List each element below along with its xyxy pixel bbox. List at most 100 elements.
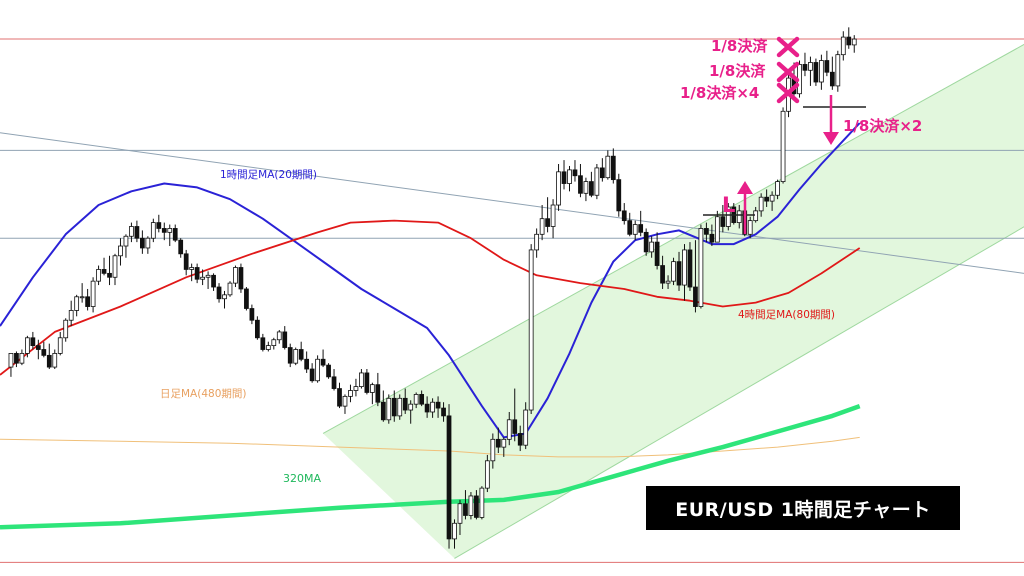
candle-body bbox=[605, 155, 611, 179]
candle-body bbox=[709, 233, 715, 243]
ma-line bbox=[0, 436, 860, 458]
candle-body bbox=[222, 294, 227, 300]
ma-line bbox=[0, 403, 861, 530]
candle-body bbox=[19, 353, 25, 364]
candle-body bbox=[753, 210, 759, 222]
candle-body bbox=[90, 280, 96, 307]
candle-body bbox=[397, 397, 403, 417]
trend-channel bbox=[323, 44, 1024, 559]
ma-line bbox=[0, 219, 861, 376]
candle-body bbox=[534, 233, 540, 251]
candle-body bbox=[391, 397, 397, 417]
candle-body bbox=[851, 38, 857, 46]
candle-body bbox=[211, 274, 216, 288]
close-x-icon bbox=[776, 82, 800, 104]
ma320-label: 320MA bbox=[283, 472, 321, 485]
candle-body bbox=[512, 419, 518, 434]
candle-body bbox=[835, 54, 841, 87]
candle-body bbox=[156, 222, 162, 229]
candle-body bbox=[140, 237, 145, 249]
ma80-label: 4時間足MA(80期間) bbox=[738, 309, 835, 321]
candle-body bbox=[227, 282, 233, 296]
candle-body bbox=[523, 409, 529, 446]
candle-body bbox=[413, 394, 419, 405]
exit-arrow-icon bbox=[823, 132, 839, 145]
candle-body bbox=[495, 438, 501, 448]
candle-body bbox=[402, 397, 408, 411]
candle-body bbox=[567, 169, 572, 184]
candle-body bbox=[545, 218, 550, 227]
candle-body bbox=[539, 218, 545, 235]
candle-body bbox=[714, 216, 720, 243]
candle-body bbox=[578, 175, 583, 194]
candle-body bbox=[298, 349, 304, 360]
close-x-icon bbox=[776, 36, 800, 58]
candle-body bbox=[769, 194, 775, 202]
candle-body bbox=[293, 349, 299, 364]
trend-line bbox=[0, 132, 1024, 274]
candle-body bbox=[112, 255, 118, 278]
candle-body bbox=[107, 272, 112, 278]
candle-body bbox=[671, 261, 676, 282]
close-x-icon bbox=[776, 61, 800, 83]
candle-body bbox=[736, 210, 742, 223]
candle-body bbox=[271, 339, 277, 346]
candle-body bbox=[589, 181, 594, 196]
candle-body bbox=[375, 384, 381, 403]
candle-body bbox=[501, 438, 507, 448]
candle-body bbox=[649, 241, 655, 253]
candle-body bbox=[457, 503, 463, 524]
candle-body bbox=[621, 210, 627, 222]
candle-body bbox=[660, 265, 665, 284]
candle-body bbox=[30, 337, 36, 346]
candle-body bbox=[802, 64, 808, 71]
entry-arrow-icon bbox=[737, 181, 753, 194]
candle-body bbox=[676, 261, 682, 286]
channel-lower-line bbox=[454, 226, 1024, 559]
candle-body bbox=[178, 239, 184, 255]
candle-body bbox=[484, 460, 490, 489]
candle-body bbox=[200, 276, 205, 280]
candle-body bbox=[506, 419, 512, 440]
entry-label: L bbox=[722, 193, 735, 217]
candle-body bbox=[145, 237, 151, 249]
candle-body bbox=[189, 267, 195, 270]
candle-body bbox=[79, 296, 85, 299]
candle-body bbox=[194, 267, 200, 280]
candle-body bbox=[840, 36, 846, 56]
candle-body bbox=[572, 169, 578, 177]
candle-body bbox=[68, 310, 74, 321]
candle-body bbox=[129, 226, 134, 237]
chart-title: EUR/USD 1時間足チャート bbox=[646, 486, 960, 530]
candle-body bbox=[96, 269, 101, 282]
candle-body bbox=[183, 253, 189, 270]
exit-label-1: 1/8決済 bbox=[711, 37, 768, 55]
candle-body bbox=[583, 181, 589, 194]
candle-body bbox=[364, 372, 370, 393]
candle-body bbox=[161, 228, 167, 233]
candle-body bbox=[616, 179, 622, 212]
candle-body bbox=[238, 267, 244, 290]
candle-body bbox=[430, 401, 435, 413]
ma-labels-layer: 1時間足MA(20期間) 4時間足MA(80期間) 日足MA(480期間) 32… bbox=[160, 169, 835, 485]
candle-body bbox=[249, 308, 255, 321]
candle-body bbox=[408, 403, 414, 411]
candle-body bbox=[463, 503, 468, 516]
candle-body bbox=[704, 228, 709, 235]
candle-body bbox=[627, 220, 633, 235]
candle-body bbox=[287, 347, 293, 364]
candle-body bbox=[517, 433, 523, 446]
candle-body bbox=[123, 235, 129, 247]
candle-body bbox=[632, 224, 638, 235]
candle-body bbox=[52, 353, 58, 368]
candle-body bbox=[244, 288, 249, 309]
candle-body bbox=[233, 267, 238, 284]
candle-body bbox=[85, 296, 90, 307]
candle-body bbox=[687, 249, 693, 288]
candle-body bbox=[101, 269, 107, 274]
candle-body bbox=[446, 415, 452, 540]
candle-body bbox=[665, 280, 671, 284]
candle-body bbox=[764, 196, 770, 202]
candle-body bbox=[359, 372, 364, 388]
candle-body bbox=[479, 487, 485, 518]
